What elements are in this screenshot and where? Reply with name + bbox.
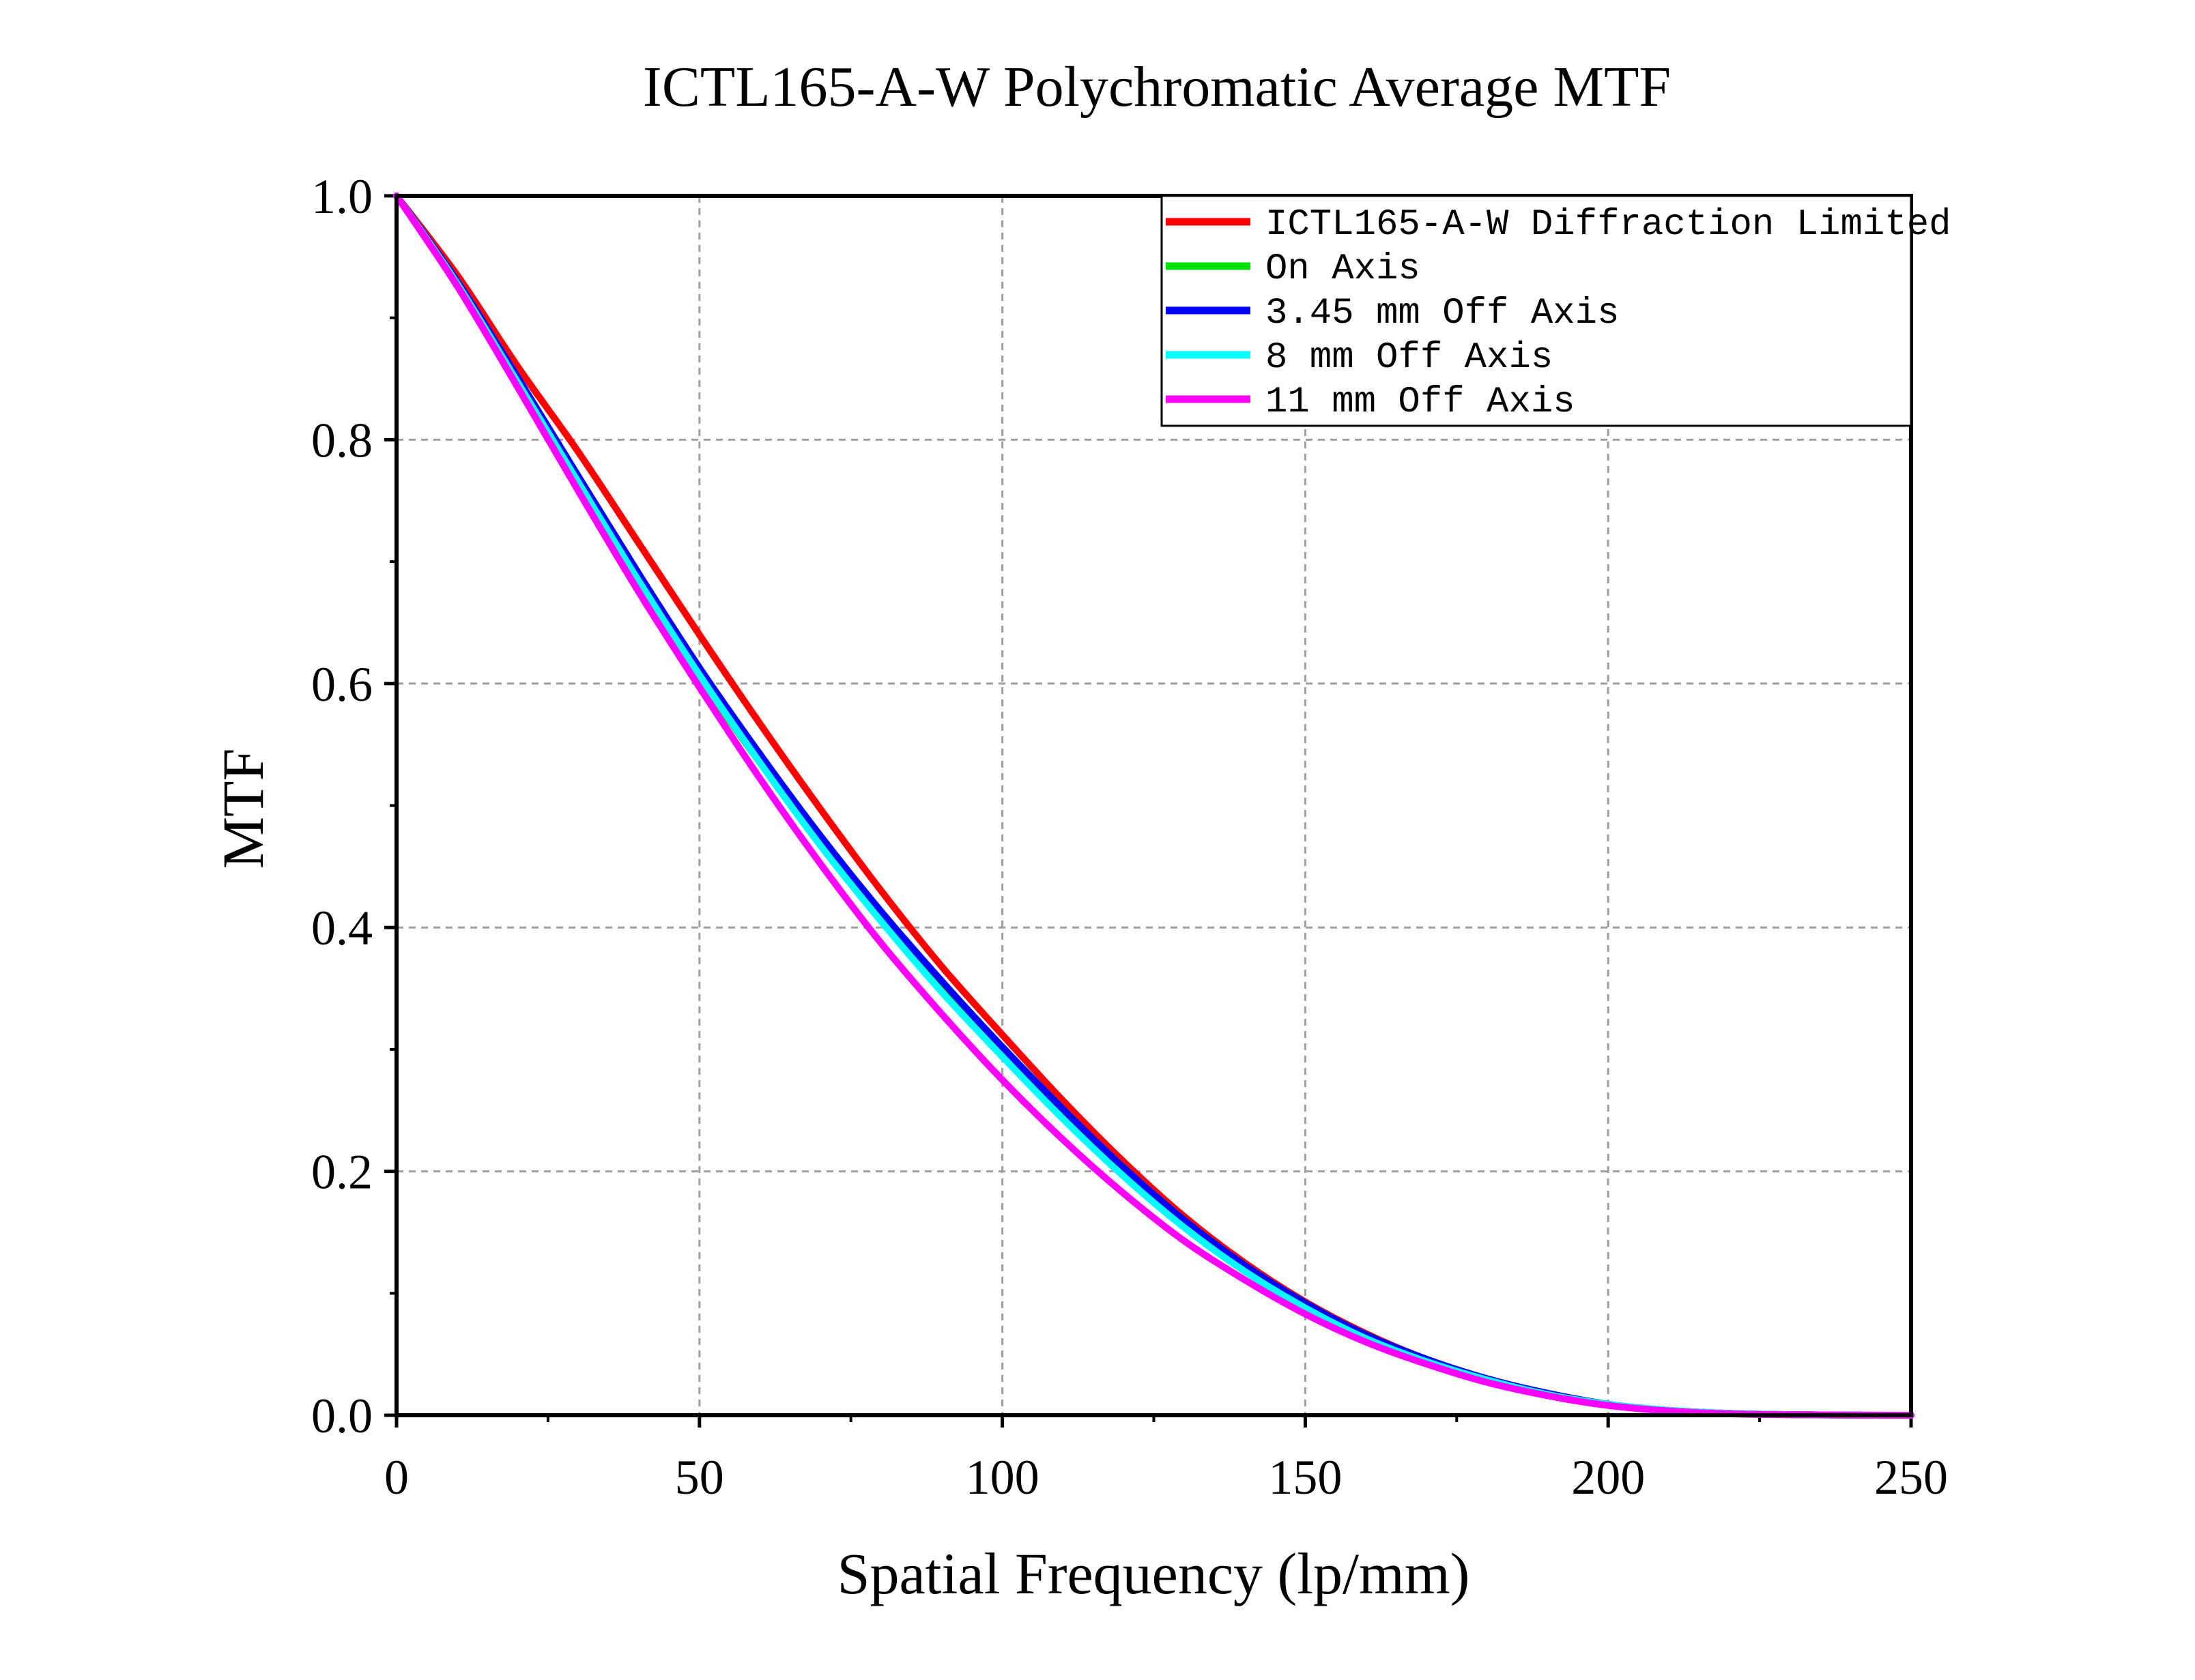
x-tick-label: 0 [384, 1450, 409, 1505]
legend-label: On Axis [1265, 248, 1420, 290]
y-tick-label: 0.8 [311, 413, 373, 467]
legend-label: 11 mm Off Axis [1265, 381, 1575, 423]
y-tick-label: 0.6 [311, 657, 373, 712]
x-tick-label: 50 [675, 1450, 724, 1505]
legend-label: 3.45 mm Off Axis [1265, 293, 1619, 334]
series-lines [393, 192, 1914, 1419]
x-axis-label: Spatial Frequency (lp/mm) [837, 1541, 1470, 1606]
x-tick-label: 150 [1268, 1450, 1342, 1505]
tick-labels: 0 50 100 150 200 250 0.0 0.2 0.4 0.6 0.8 1.0 [311, 169, 1948, 1505]
x-tick-label: 250 [1874, 1450, 1948, 1505]
x-tick-label: 100 [966, 1450, 1039, 1505]
legend-box [1160, 194, 1912, 427]
y-axis-label: MTF [210, 749, 276, 869]
plot-frame [394, 194, 1913, 1417]
y-tick-label: 1.0 [311, 169, 373, 224]
series-line-5 [393, 192, 1914, 1419]
chart-title: ICTL165-A-W Polychromatic Average MTF [643, 55, 1671, 119]
y-tick-label: 0.2 [311, 1145, 373, 1200]
y-tick-label: 0.0 [311, 1389, 373, 1443]
x-tick-label: 200 [1571, 1450, 1645, 1505]
legend-label: 8 mm Off Axis [1265, 337, 1553, 379]
legend-label: ICTL165-A-W Diffraction Limited [1265, 204, 1951, 246]
y-tick-label: 0.4 [311, 901, 373, 955]
